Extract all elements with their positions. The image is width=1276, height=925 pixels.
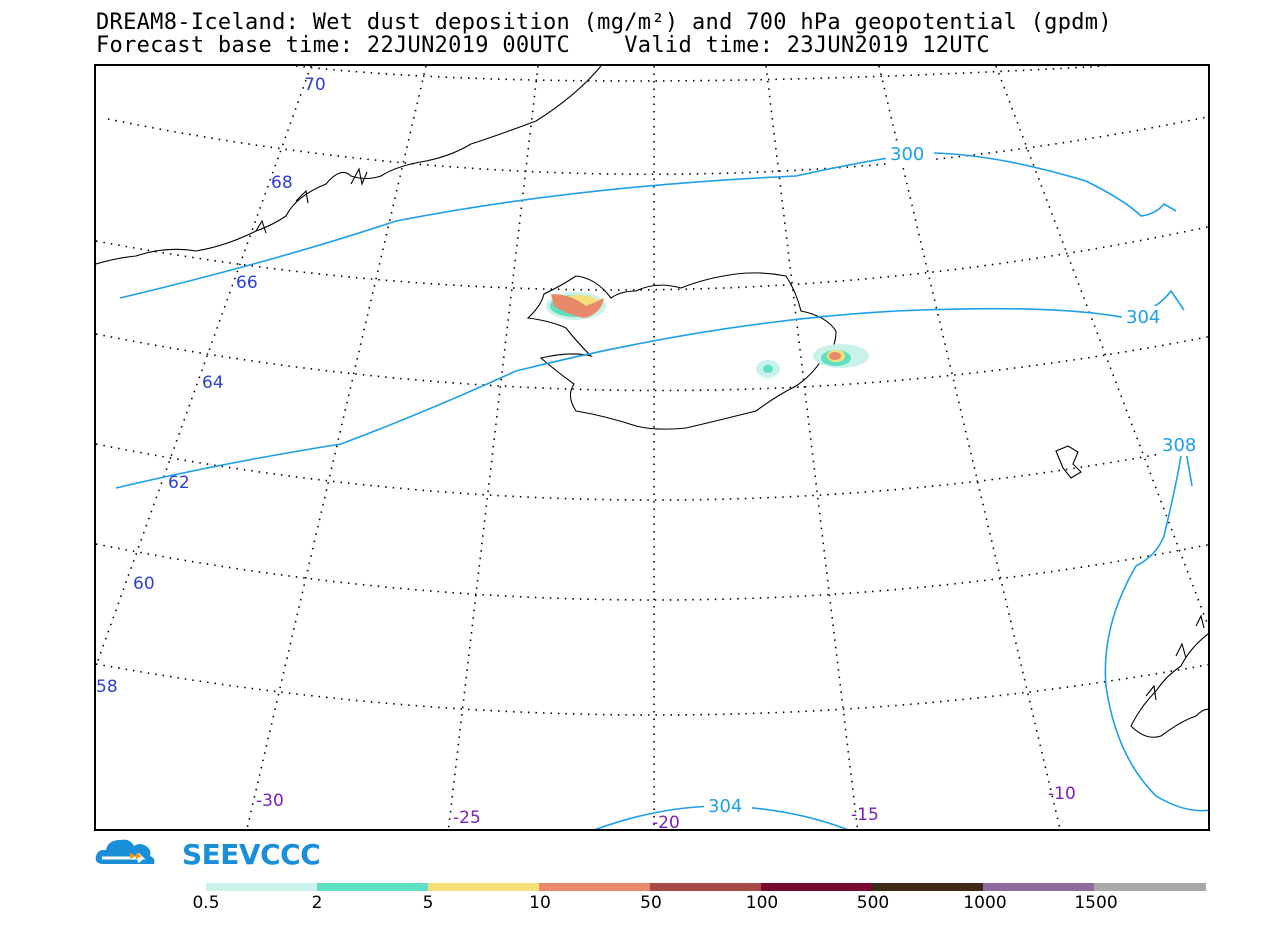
meridian-25	[447, 66, 539, 829]
contour-300-line	[119, 152, 1177, 299]
map-svg: 300 304 308 304 70 68 66 64 62 60 58 -30…	[96, 66, 1208, 831]
dust-e-high	[829, 352, 841, 360]
colorbar-segment-0	[206, 883, 317, 891]
map-title: DREAM8-Iceland: Wet dust deposition (mg/…	[96, 10, 1112, 35]
lon-label-minus30: -30	[256, 791, 284, 811]
longitude-gridlines	[96, 66, 1208, 829]
colorbar-segment-8	[1094, 883, 1206, 891]
longitude-labels: -30 -25 -20 -15 -10	[256, 784, 1076, 831]
colorbar-segment-1	[317, 883, 428, 891]
norway-coast	[1130, 633, 1208, 738]
colorbar-segment-2	[428, 883, 539, 891]
parallel-64	[96, 333, 1208, 392]
latitude-gridlines	[96, 66, 1208, 716]
colorbar-segment-7	[983, 883, 1094, 891]
colorbar-label-1: 2	[311, 893, 323, 913]
parallel-66	[96, 226, 1208, 291]
forecast-time-line: Forecast base time: 22JUN2019 00UTC Vali…	[96, 33, 990, 58]
lon-label-minus25: -25	[453, 808, 481, 828]
dust-s-low	[763, 365, 773, 373]
contour-304-line	[115, 289, 1185, 489]
parallel-60	[96, 543, 1208, 601]
lon-label-minus10: -10	[1048, 784, 1076, 804]
lat-label-60: 60	[133, 574, 155, 594]
cloud-icon	[95, 839, 155, 864]
colorbar-label-8: 1500	[1074, 893, 1118, 913]
lat-label-68: 68	[271, 173, 293, 193]
lat-label-64: 64	[202, 373, 224, 393]
dust-nw-high	[551, 294, 604, 318]
colorbar-segment-5	[761, 883, 872, 891]
lat-label-70: 70	[304, 75, 326, 95]
seevccc-wordmark: SEEVCCC	[182, 838, 321, 871]
lon-label-minus20: -20	[652, 813, 680, 831]
norway-fjords	[1145, 614, 1205, 701]
meridian-10	[878, 66, 1061, 829]
map-panel[interactable]: 300 304 308 304 70 68 66 64 62 60 58 -30…	[94, 64, 1210, 831]
contour-label-300: 300	[890, 144, 924, 165]
lat-label-66: 66	[236, 273, 258, 293]
meridian-35	[96, 66, 312, 667]
colorbar-label-5: 100	[745, 893, 779, 913]
colorbar-segment-4	[650, 883, 761, 891]
contour-label-308: 308	[1162, 435, 1196, 456]
greenland-coast	[96, 66, 602, 265]
dust-deposition-areas	[546, 292, 869, 378]
lat-label-62: 62	[168, 473, 190, 493]
colorbar-label-3: 10	[529, 893, 551, 913]
parallel-58	[96, 663, 1208, 716]
parallel-70	[295, 66, 1107, 82]
lon-label-minus15: -15	[851, 805, 879, 825]
parallel-62	[96, 443, 1208, 501]
parallel-68	[107, 115, 1208, 176]
colorbar-label-2: 5	[422, 893, 434, 913]
contour-308-tail	[1185, 450, 1193, 487]
deposition-colorbar	[206, 883, 1206, 891]
colorbar-label-0: 0.5	[192, 893, 220, 913]
coastlines	[96, 66, 1208, 738]
lat-label-58: 58	[96, 677, 118, 697]
contour-label-304-south: 304	[708, 796, 742, 817]
colorbar-label-7: 1000	[963, 893, 1007, 913]
contour-label-304: 304	[1126, 307, 1160, 328]
colorbar-segment-3	[539, 883, 650, 891]
meridian-15	[765, 66, 859, 829]
contour-308-line	[1104, 455, 1208, 812]
seevccc-logo	[95, 839, 155, 864]
iceland-coast	[526, 272, 837, 430]
colorbar-segment-6	[872, 883, 983, 891]
greenland-fjords	[255, 167, 368, 234]
latitude-labels: 70 68 66 64 62 60 58	[96, 75, 326, 697]
faroe-islands	[1055, 445, 1082, 479]
colorbar-label-4: 50	[640, 893, 662, 913]
colorbar-label-6: 500	[856, 893, 890, 913]
geopotential-contours	[115, 152, 1208, 829]
contour-labels: 300 304 308 304	[704, 143, 1208, 817]
chevron-accent-icon	[130, 853, 142, 859]
